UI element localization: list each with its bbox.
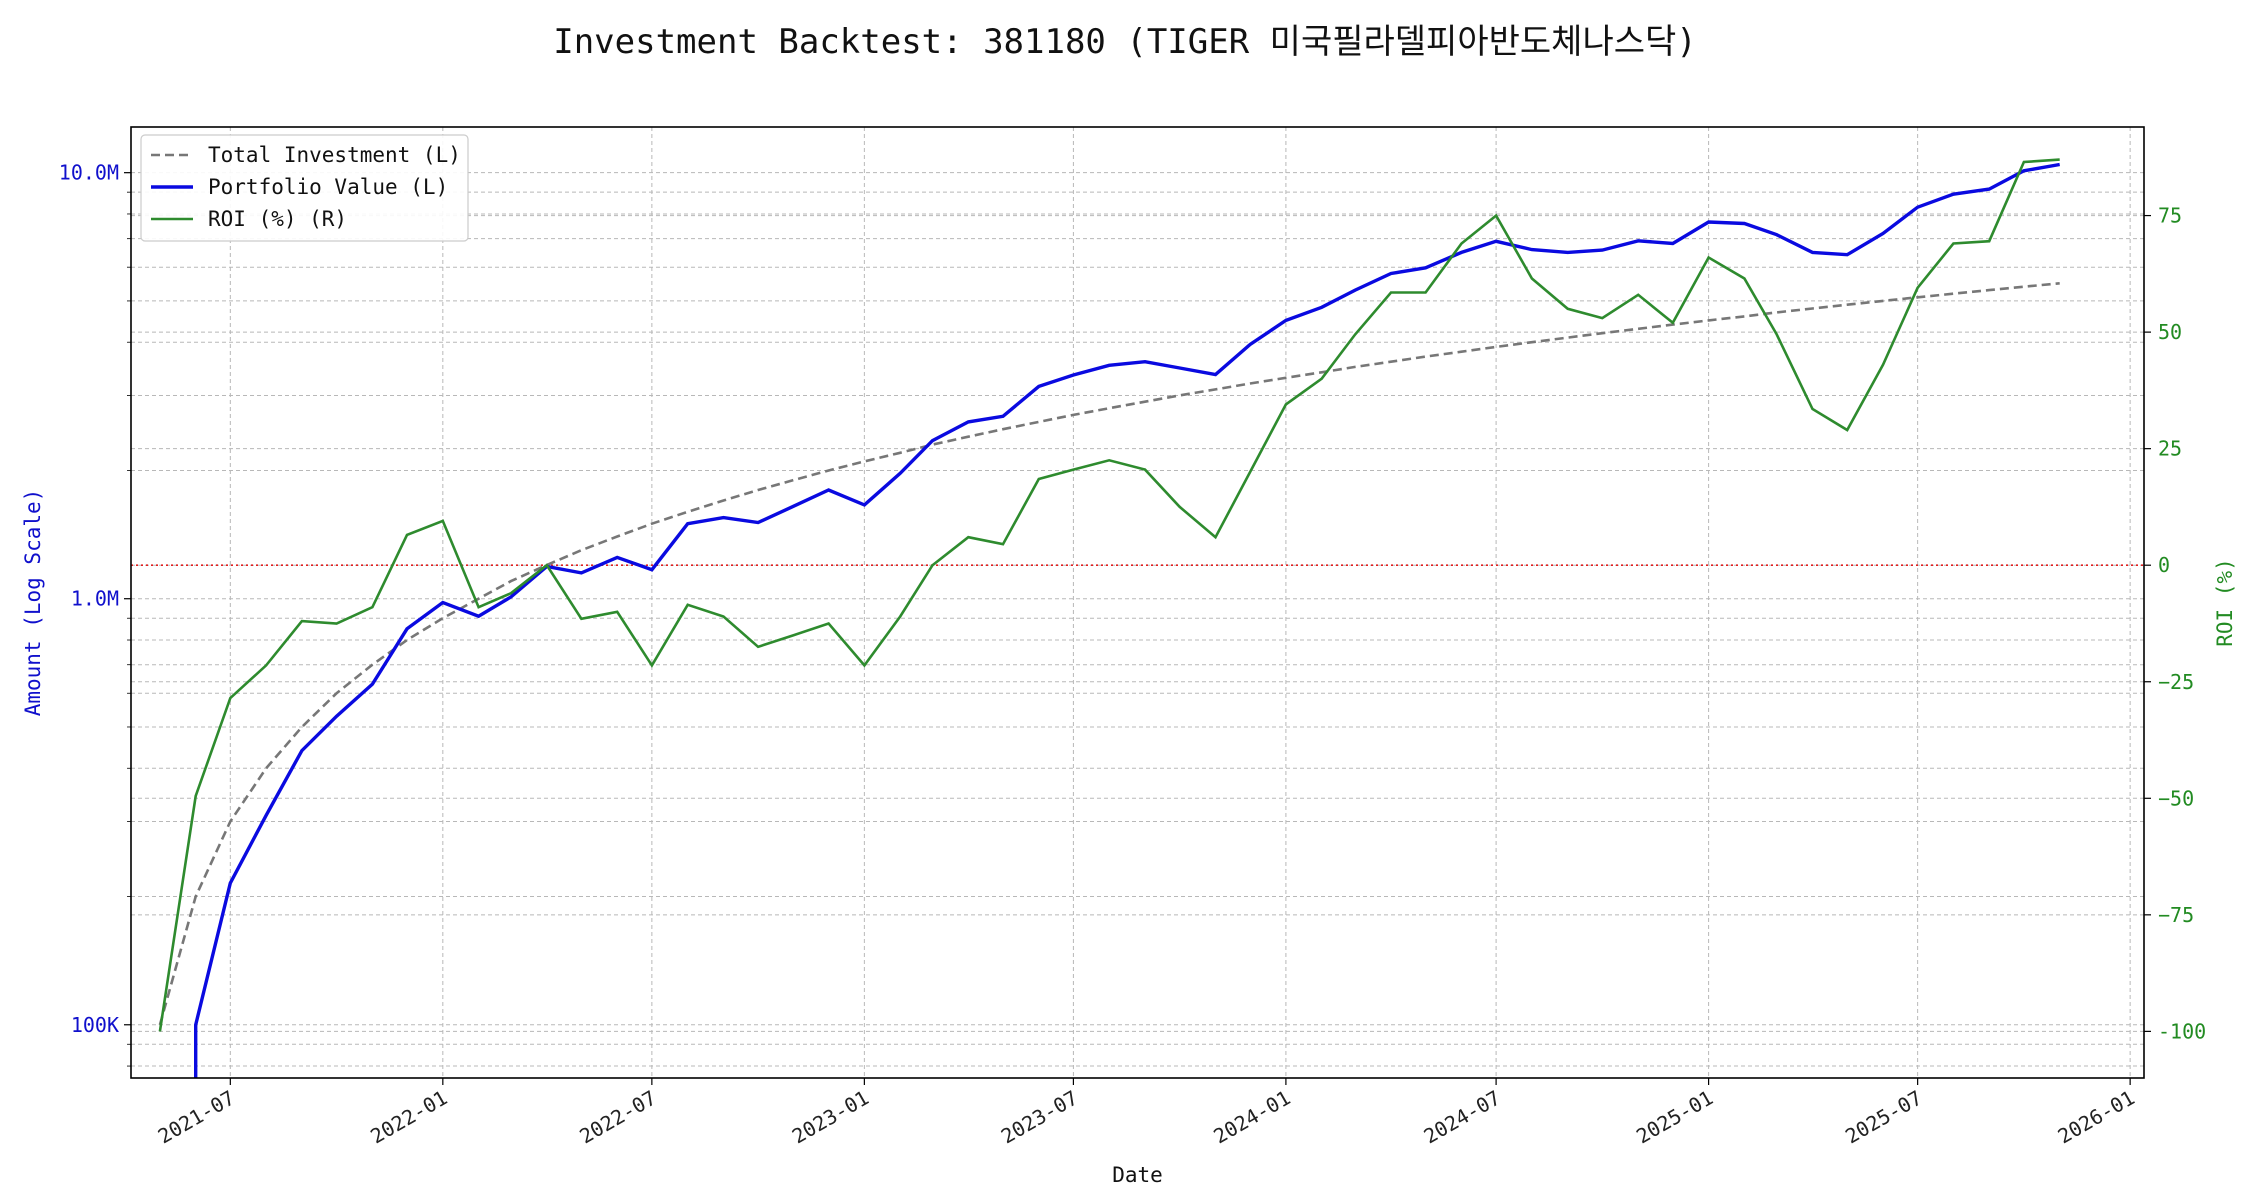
x-axis-label: Date bbox=[1112, 1163, 1163, 1187]
legend-box bbox=[140, 134, 469, 242]
y-right-tick-label: −50 bbox=[2158, 786, 2194, 810]
y-right-axis-label: ROI (%) bbox=[2213, 558, 2237, 647]
legend-label: Portfolio Value (L) bbox=[208, 175, 448, 199]
legend: Total Investment (L) Portfolio Value (L) R… bbox=[140, 134, 469, 242]
y-left-axis-label: Amount (Log Scale) bbox=[21, 489, 45, 717]
series-lines bbox=[158, 158, 2060, 1078]
x-tick-label: 2026-01 bbox=[2054, 1086, 2139, 1149]
x-tick-label: 2023-01 bbox=[788, 1086, 873, 1149]
axis-labels: Date Amount (Log Scale) ROI (%) bbox=[21, 489, 2237, 1187]
axis-ticks: 2021-07 2022-01 2022-07 2023-01 2023-07 2024-… bbox=[59, 161, 2206, 1149]
series-line-roi-r bbox=[158, 158, 2060, 1032]
y-right-tick-label: -100 bbox=[2158, 1019, 2206, 1043]
chart-title: Investment Backtest: 381180 (TIGER 미국필라델… bbox=[553, 22, 1697, 62]
y-right-tick-label: 0 bbox=[2158, 553, 2170, 577]
x-tick-label: 2023-07 bbox=[997, 1086, 1082, 1149]
x-tick-label: 2021-07 bbox=[154, 1086, 239, 1149]
x-tick-label: 2024-01 bbox=[1209, 1086, 1294, 1149]
legend-label: Total Investment (L) bbox=[208, 143, 461, 167]
series-line-total-investment-l bbox=[158, 282, 2060, 1026]
y-right-tick-label: 25 bbox=[2158, 437, 2182, 461]
y-left-tick-label: 1.0M bbox=[71, 587, 119, 611]
x-tick-label: 2025-07 bbox=[1841, 1086, 1926, 1149]
grid-lines bbox=[131, 127, 2144, 1078]
series-line-portfolio-value-l bbox=[193, 162, 2060, 1078]
y-right-tick-label: −25 bbox=[2158, 670, 2194, 694]
y-right-tick-label: −75 bbox=[2158, 903, 2194, 927]
plot-frame bbox=[130, 126, 2145, 1079]
x-tick-label: 2025-01 bbox=[1632, 1086, 1717, 1149]
y-right-tick-label: 50 bbox=[2158, 320, 2182, 344]
x-tick-label: 2024-07 bbox=[1420, 1086, 1505, 1149]
y-left-tick-label: 10.0M bbox=[59, 161, 119, 185]
x-tick-label: 2022-07 bbox=[575, 1086, 660, 1149]
x-tick-label: 2022-01 bbox=[366, 1086, 451, 1149]
y-right-tick-label: 75 bbox=[2158, 204, 2182, 228]
y-left-tick-label: 100K bbox=[71, 1013, 119, 1037]
legend-label: ROI (%) (R) bbox=[208, 207, 347, 231]
